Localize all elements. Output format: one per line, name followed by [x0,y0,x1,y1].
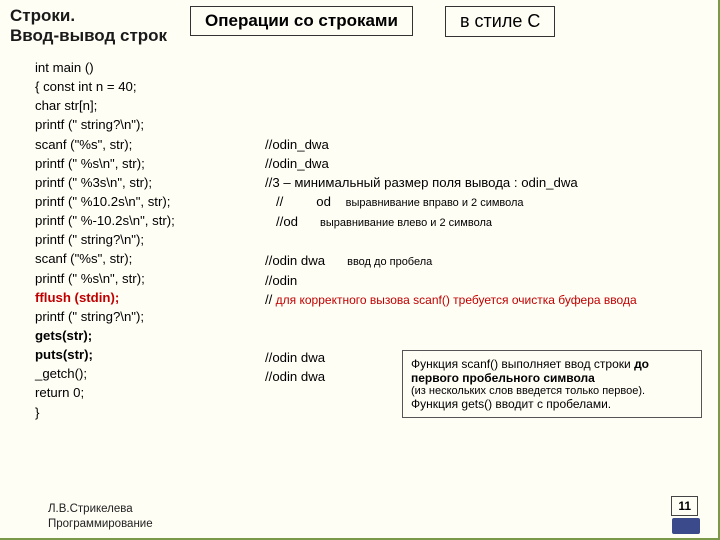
code-line: printf (" string?\n"); [35,115,265,134]
comment: //3 – минимальный размер поля вывода : o… [265,173,705,192]
note-line: (из нескольких слов введется только перв… [411,385,693,397]
credit-line: Л.В.Стрикелева [48,503,133,515]
title-right: в стиле С [460,11,540,31]
title-line2: Ввод-вывод строк [10,26,167,45]
comment: //od выравнивание влево и 2 символа [265,212,705,232]
code-line: gets(str); [35,326,265,345]
comment: // od выравнивание вправо и 2 символа [265,192,705,212]
comment: //odin_dwa [265,135,705,154]
title-mid-box: Операции со строками [190,6,413,36]
code-line: printf (" %s\n", str); [35,269,265,288]
computer-icon [672,518,700,534]
code-line: scanf ("%s", str); [35,249,265,268]
code-line: { const int n = 40; [35,77,265,96]
title-mid: Операции со строками [205,11,398,30]
footer-credit: Л.В.Стрикелева Программирование [48,502,153,532]
code-line: _getch(); [35,364,265,383]
credit-line: Программирование [48,518,153,530]
comment-note: ввод до пробела [347,256,432,268]
note-line: Функция scanf() выполняет ввод строки [411,357,631,371]
comment: // для корректного вызова scanf() требуе… [265,290,705,309]
content: int main () { const int n = 40; char str… [0,46,718,58]
comment-text: //3 – минимальный размер поля вывода : o… [265,175,578,190]
note-box: Функция scanf() выполняет ввод строки до… [402,350,702,418]
comment-note: выравнивание влево и 2 символа [320,217,492,229]
code-line: puts(str); [35,345,265,364]
code-column: int main () { const int n = 40; char str… [35,58,265,422]
comment: //odin [265,271,705,290]
code-line: printf (" string?\n"); [35,307,265,326]
code-line: int main () [35,58,265,77]
code-line: printf (" %3s\n", str); [35,173,265,192]
code-line: return 0; [35,383,265,402]
code-line: } [35,403,265,422]
comment-note: выравнивание вправо и 2 символа [346,197,524,209]
code-line: printf (" %s\n", str); [35,154,265,173]
code-line: printf (" %10.2s\n", str); [35,192,265,211]
code-line-fflush: fflush (stdin); [35,288,265,307]
note-line: Функция gets() вводит с пробелами. [411,397,693,411]
title-right-box: в стиле С [445,6,555,37]
comment: //odin dwa ввод до пробела [265,251,705,271]
comment-text: //od [265,214,298,229]
comment: //odin_dwa [265,154,705,173]
title-left: Строки. Ввод-вывод строк [10,6,180,46]
header: Строки. Ввод-вывод строк Операции со стр… [0,0,718,46]
comment-text: // od [265,194,331,209]
code-line: char str[n]; [35,96,265,115]
code-line: scanf ("%s", str); [35,135,265,154]
comment-text: //odin dwa [265,253,325,268]
title-line1: Строки. [10,6,75,25]
comment-column: //odin_dwa //odin_dwa //3 – минимальный … [265,58,705,386]
code-line: printf (" string?\n"); [35,230,265,249]
code-line: printf (" %-10.2s\n", str); [35,211,265,230]
page-number: 11 [671,496,698,516]
comment-red: для корректного вызова scanf() требуется… [272,293,636,307]
